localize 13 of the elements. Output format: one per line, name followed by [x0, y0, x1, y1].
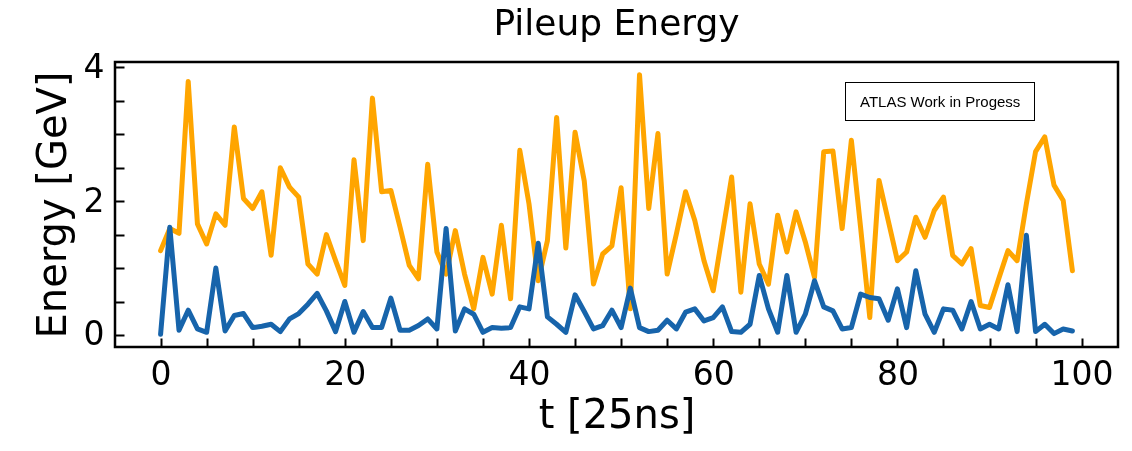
- x-tick-label: 60: [692, 353, 735, 393]
- x-tick-label: 100: [1050, 353, 1114, 393]
- x-axis-title: t [25ns]: [538, 390, 696, 437]
- x-tick-label: 40: [508, 353, 551, 393]
- x-tick-label: 0: [150, 353, 172, 393]
- x-tick-label: 80: [876, 353, 919, 393]
- y-tick-label: 2: [83, 180, 105, 220]
- annotation: ATLAS Work in Progess: [845, 82, 1036, 121]
- y-axis-title: Energy [GeV]: [28, 71, 75, 339]
- x-tick-label: 20: [324, 353, 367, 393]
- chart-title: Pileup Energy: [493, 2, 740, 44]
- y-tick-label: 4: [83, 46, 105, 86]
- y-tick-label: 0: [83, 314, 105, 354]
